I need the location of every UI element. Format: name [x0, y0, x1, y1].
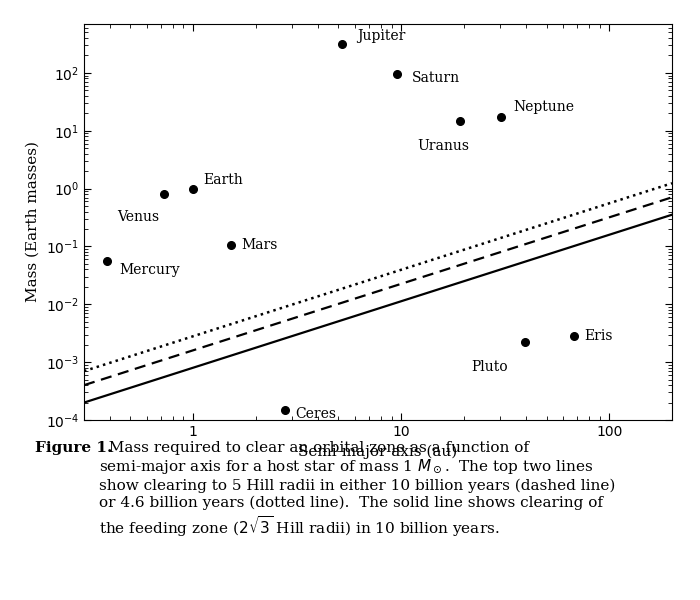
Text: Eris: Eris: [584, 329, 612, 343]
Text: Mercury: Mercury: [120, 263, 181, 277]
Text: Uranus: Uranus: [416, 139, 469, 153]
X-axis label: Semi-major axis (au): Semi-major axis (au): [298, 445, 458, 459]
Text: Figure 1.: Figure 1.: [35, 441, 113, 455]
Text: Ceres: Ceres: [295, 407, 336, 421]
Text: Mass required to clear an orbital zone as a function of
semi-major axis for a ho: Mass required to clear an orbital zone a…: [99, 441, 616, 539]
Text: Pluto: Pluto: [471, 359, 508, 374]
Text: Earth: Earth: [203, 173, 243, 187]
Text: Mars: Mars: [241, 238, 278, 252]
Text: Jupiter: Jupiter: [357, 29, 405, 43]
Y-axis label: Mass (Earth masses): Mass (Earth masses): [26, 142, 40, 302]
Text: Saturn: Saturn: [412, 71, 460, 85]
Text: Venus: Venus: [118, 210, 160, 224]
Text: Neptune: Neptune: [513, 100, 574, 114]
